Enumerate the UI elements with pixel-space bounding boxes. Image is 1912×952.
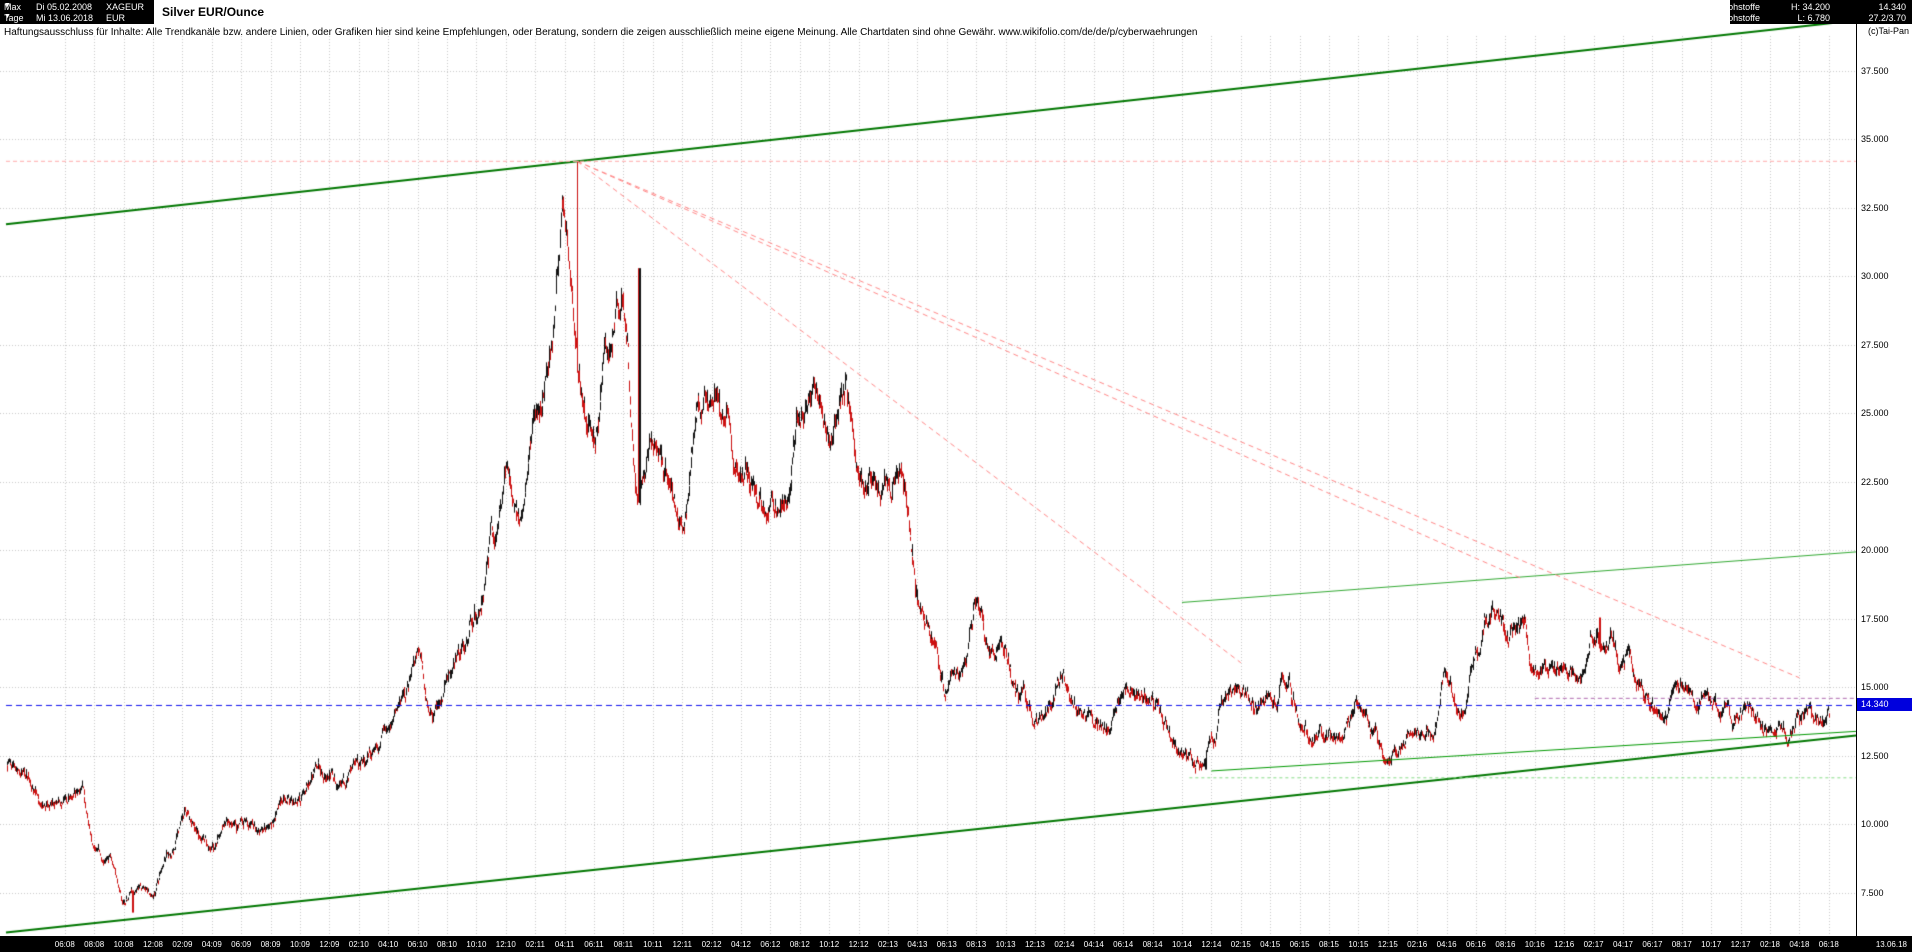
x-axis-label: 12:12	[848, 940, 869, 949]
y-axis-label: 15.000	[1861, 682, 1889, 693]
y-axis-label: 12.500	[1861, 750, 1889, 761]
x-axis-label: 12:13	[1024, 940, 1046, 949]
x-axis-label: 08:15	[1318, 940, 1340, 949]
y-axis-label: 17.500	[1861, 613, 1889, 624]
x-axis-label: 06:14	[1113, 940, 1134, 949]
y-axis-label: 22.500	[1861, 476, 1889, 487]
last-price: 14.340	[1878, 2, 1906, 12]
feed-label: vwd Rohstoffe	[1703, 13, 1760, 23]
x-axis-label: 08:13	[966, 940, 987, 949]
x-axis-label: 04:12	[730, 940, 752, 949]
x-axis-label: 10:13	[995, 940, 1016, 949]
x-axis-label: 06:13	[936, 940, 957, 949]
y-axis-label: 37.500	[1861, 65, 1889, 76]
x-axis-label: 02:16	[1407, 940, 1428, 949]
x-axis-label: 02:09	[172, 940, 193, 949]
x-axis-label: 04:13	[907, 940, 928, 949]
x-axis-label: 08:17	[1671, 940, 1692, 949]
price-marker: 14.340	[1857, 698, 1912, 712]
high-value: H: 34.200	[1790, 2, 1830, 12]
x-axis-label: 06:17	[1642, 940, 1663, 949]
y-axis-label: 27.500	[1861, 339, 1889, 350]
category-label: Rohstoffe	[1721, 2, 1760, 12]
x-axis-label: 08:09	[260, 940, 281, 949]
x-axis-label: 10:09	[289, 940, 311, 949]
x-axis-label: 08:16	[1495, 940, 1516, 949]
x-axis-label: 02:14	[1054, 940, 1075, 949]
low-value: L: 6.780	[1797, 13, 1830, 23]
x-axis-label: 06:16	[1465, 940, 1487, 949]
chevron-down-icon: ▼	[4, 2, 11, 9]
x-axis-label: 08:12	[789, 940, 810, 949]
x-axis-label: 08:14	[1142, 940, 1163, 949]
x-axis-label: 12:09	[319, 940, 340, 949]
x-axis-label: 10:16	[1524, 940, 1545, 949]
x-axis-label: 12:14	[1201, 940, 1222, 949]
y-axis-label: 30.000	[1861, 271, 1889, 282]
x-axis-label: 06:09	[231, 940, 252, 949]
x-axis-label: 04:11	[554, 940, 575, 949]
x-axis-label: 04:15	[1260, 940, 1281, 949]
x-axis-label: 10:08	[113, 940, 134, 949]
x-axis-label: 06:10	[407, 940, 428, 949]
y-axis-label: 20.000	[1861, 545, 1889, 556]
x-axis-label: 04:17	[1612, 940, 1634, 949]
x-axis-label: 10:12	[819, 940, 840, 949]
x-axis-label: 02:18	[1759, 940, 1781, 949]
x-axis-label: 12:16	[1554, 940, 1575, 949]
end-date-label: Mi 13.06.2018	[36, 13, 94, 23]
symbol-label: XAGEUR	[106, 2, 145, 12]
x-axis-label: 08:10	[436, 940, 458, 949]
x-axis-label: 06:12	[760, 940, 781, 949]
x-axis-label: 10:15	[1348, 940, 1369, 949]
x-axis-label: 08:08	[84, 940, 105, 949]
x-axis-label: 04:10	[378, 940, 399, 949]
x-axis: 06:08 08:08 10:08 12:08 02:09 04:09 06:09 08:09…	[0, 936, 1912, 952]
x-axis-label: 04:16	[1436, 940, 1457, 949]
x-axis-label: 02:11	[525, 940, 545, 949]
x-axis-label: 10:14	[1171, 940, 1193, 949]
x-axis-label: 02:12	[701, 940, 722, 949]
x-axis-label: 12:11	[672, 940, 692, 949]
x-axis-label: 12:17	[1730, 940, 1751, 949]
disclaimer-text: Haftungsausschluss für Inhalte: Alle Tre…	[4, 27, 1198, 38]
x-axis-label: 10:11	[643, 940, 663, 949]
x-axis-label: 04:09	[201, 940, 222, 949]
x-axis-label: 06:18	[1818, 940, 1839, 949]
y-axis: (c)Tai-Pan 14.340 37.500 35.000 32.500 30.0…	[1856, 24, 1912, 936]
chevron-down-icon: ▼	[4, 13, 11, 20]
y-axis-label: 35.000	[1861, 134, 1889, 145]
app-header: Max ▼ Di 05.02.2008 XAGEUR Tage ▼ Mi 13.…	[0, 0, 1912, 24]
x-axis-label: 12:15	[1377, 940, 1398, 949]
x-axis-label: 02:17	[1583, 940, 1604, 949]
x-axis-label: 02:10	[348, 940, 369, 949]
currency-label: EUR	[106, 13, 126, 23]
x-axis-label: 12:08	[142, 940, 164, 949]
x-axis-label: 06:08	[54, 940, 75, 949]
x-axis-label: 06:11	[584, 940, 604, 949]
x-axis-label: 10:10	[466, 940, 487, 949]
x-axis-label: 04:14	[1083, 940, 1104, 949]
range-start-date: Di 05.02.2008	[36, 2, 93, 12]
final-date-label: 13.06.18	[1875, 940, 1907, 949]
price-marker-value: 14.340	[1861, 699, 1889, 710]
y-axis-label: 7.500	[1861, 887, 1884, 898]
x-axis-label: 02:15	[1230, 940, 1251, 949]
y-axis-label: 25.000	[1861, 408, 1889, 419]
change-value: 27.2/3.70	[1868, 13, 1906, 23]
x-axis-label: 12:10	[495, 940, 516, 949]
price-chart-canvas[interactable]	[0, 24, 1856, 936]
chart-title: Silver EUR/Ounce	[154, 0, 1730, 24]
x-axis-label: 06:15	[1289, 940, 1310, 949]
copyright-label: (c)Tai-Pan	[1867, 26, 1909, 36]
y-axis-label: 32.500	[1861, 202, 1889, 213]
x-axis-label: 10:17	[1701, 940, 1722, 949]
x-axis-label: 04:18	[1789, 940, 1810, 949]
y-axis-label: 10.000	[1861, 819, 1889, 830]
x-axis-label: 08:11	[613, 940, 634, 949]
x-axis-label: 02:13	[877, 940, 899, 949]
